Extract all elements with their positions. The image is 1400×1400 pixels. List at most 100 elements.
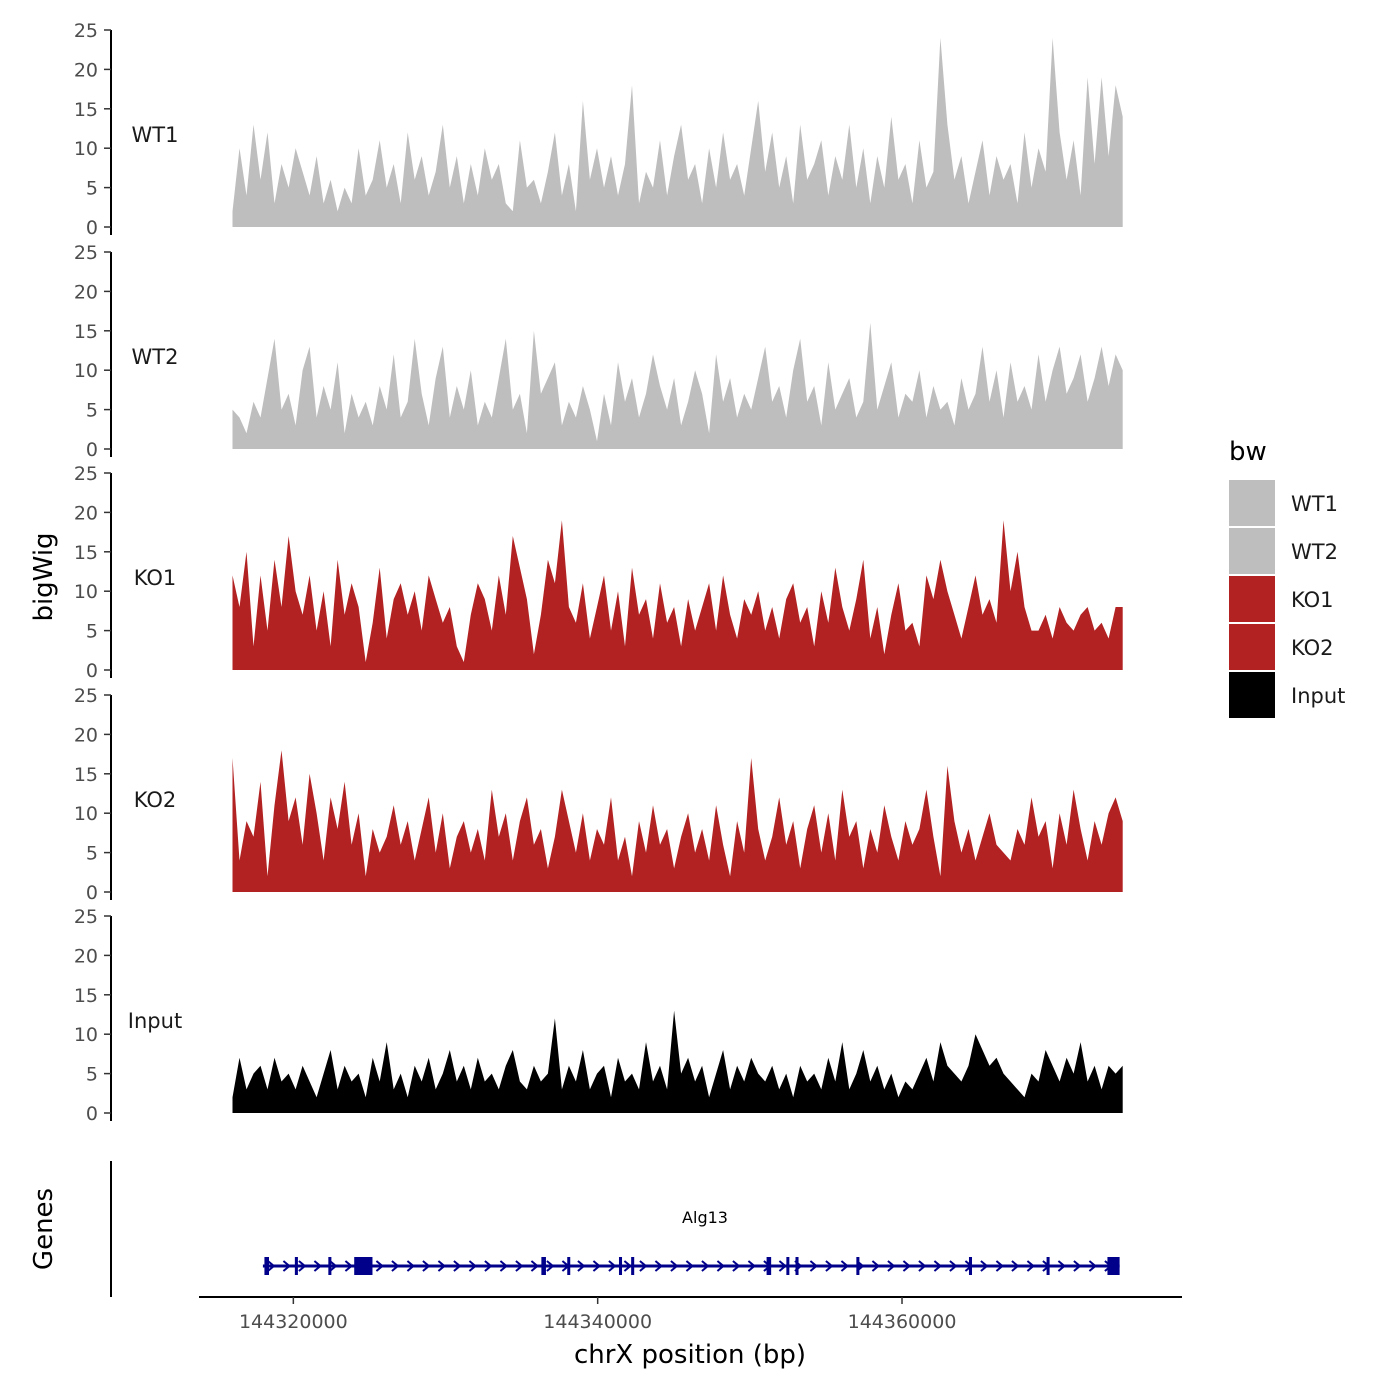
legend-label: WT1	[1291, 492, 1338, 516]
legend-item-wt1: WT1	[1229, 480, 1338, 526]
y-tick-label: 25	[74, 242, 98, 264]
track-ko2: 0 5 10 15 20 25 KO2	[74, 685, 1123, 904]
y-tick-label: 15	[74, 985, 98, 1007]
track-wt2: 0 5 10 15 20 25 WT2	[74, 242, 1123, 461]
genes-axis-title: Genes	[29, 1188, 59, 1270]
y-axis-title: bigWig	[29, 532, 59, 621]
exon	[264, 1257, 269, 1275]
x-tick-label: 144360000	[848, 1311, 957, 1333]
strand-arrow	[918, 1260, 927, 1272]
y-tick-label: 5	[86, 621, 98, 643]
strand-arrow	[747, 1260, 756, 1272]
strand-arrow	[1026, 1260, 1035, 1272]
exon	[856, 1257, 860, 1275]
track-ko1: 0 5 10 15 20 25 KO1	[74, 463, 1123, 682]
strand-arrow	[437, 1260, 446, 1272]
strand-arrow	[422, 1260, 431, 1272]
y-tick-label: 25	[74, 20, 98, 42]
y-tick-label: 0	[86, 439, 98, 461]
y-tick-label: 10	[74, 803, 98, 825]
y-tick-label: 15	[74, 542, 98, 564]
exon	[1107, 1257, 1120, 1275]
strand-arrow	[809, 1260, 818, 1272]
y-tick-label: 25	[74, 906, 98, 928]
y-tick-label: 10	[74, 360, 98, 382]
y-tick-label: 5	[86, 843, 98, 865]
exon	[968, 1257, 973, 1275]
strand-arrow	[778, 1260, 787, 1272]
strand-arrow	[282, 1260, 291, 1272]
track-label: KO2	[134, 788, 177, 812]
strand-arrow	[1011, 1260, 1020, 1272]
y-tick-label: 5	[86, 400, 98, 422]
strand-arrow	[375, 1260, 384, 1272]
strand-arrow	[313, 1260, 322, 1272]
strand-arrow	[871, 1260, 880, 1272]
y-tick-label: 20	[74, 724, 98, 746]
strand-arrow	[639, 1260, 648, 1272]
y-tick-label: 20	[74, 502, 98, 524]
strand-arrow	[887, 1260, 896, 1272]
strand-arrow	[1088, 1260, 1097, 1272]
strand-arrow	[685, 1260, 694, 1272]
strand-arrow	[995, 1260, 1004, 1272]
strand-arrow	[267, 1260, 276, 1272]
y-tick-label: 0	[86, 882, 98, 904]
strand-arrow	[980, 1260, 989, 1272]
track-label: KO1	[134, 566, 177, 590]
legend-label: WT2	[1291, 540, 1338, 564]
legend-item-input: Input	[1229, 672, 1345, 718]
exon	[786, 1257, 790, 1275]
y-tick-label: 10	[74, 581, 98, 603]
coverage-area-wt1	[232, 37, 1123, 228]
y-tick-label: 25	[74, 463, 98, 485]
strand-arrow	[453, 1260, 462, 1272]
x-axis-ticks: 144320000 144340000 144360000	[239, 1297, 956, 1333]
y-tick-label: 5	[86, 178, 98, 200]
strand-arrow	[515, 1260, 524, 1272]
exon	[631, 1257, 635, 1275]
coverage-area-ko2	[232, 750, 1123, 892]
strand-arrow	[592, 1260, 601, 1272]
y-tick-label: 15	[74, 764, 98, 786]
legend: bw WT1 WT2 KO1 KO2 Input	[1229, 437, 1345, 718]
legend-key	[1229, 528, 1275, 574]
strand-arrow	[298, 1260, 307, 1272]
strand-arrow	[716, 1260, 725, 1272]
coverage-area-wt2	[232, 322, 1123, 449]
y-tick-label: 0	[86, 660, 98, 682]
y-tick-label: 5	[86, 1064, 98, 1086]
strand-arrow	[670, 1260, 679, 1272]
legend-key	[1229, 480, 1275, 526]
strand-arrow	[732, 1260, 741, 1272]
y-tick-label: 10	[74, 138, 98, 160]
strand-arrow	[406, 1260, 415, 1272]
strand-arrow	[654, 1260, 663, 1272]
exon	[294, 1257, 298, 1275]
strand-arrow	[902, 1260, 911, 1272]
strand-arrow	[484, 1260, 493, 1272]
legend-key	[1229, 576, 1275, 622]
strand-arrow	[329, 1260, 338, 1272]
strand-arrow	[344, 1260, 353, 1272]
y-tick-label: 0	[86, 217, 98, 239]
strand-arrow	[840, 1260, 849, 1272]
gene-name-label: Alg13	[682, 1208, 728, 1227]
strand-arrow	[391, 1260, 400, 1272]
y-tick-label: 20	[74, 945, 98, 967]
strand-arrow	[1057, 1260, 1066, 1272]
strand-arrow	[468, 1260, 477, 1272]
track-input: 0 5 10 15 20 25 Input	[74, 906, 1123, 1125]
strand-arrow	[623, 1260, 632, 1272]
y-tick-label: 20	[74, 281, 98, 303]
legend-label: Input	[1291, 684, 1345, 708]
legend-item-ko1: KO1	[1229, 576, 1334, 622]
exon	[328, 1257, 332, 1275]
legend-key	[1229, 624, 1275, 670]
strand-arrow	[577, 1260, 586, 1272]
strand-arrow	[949, 1260, 958, 1272]
legend-label: KO2	[1291, 636, 1334, 660]
track-wt1: 0 5 10 15 20 25 WT1	[74, 20, 1123, 239]
strand-arrow	[608, 1260, 617, 1272]
